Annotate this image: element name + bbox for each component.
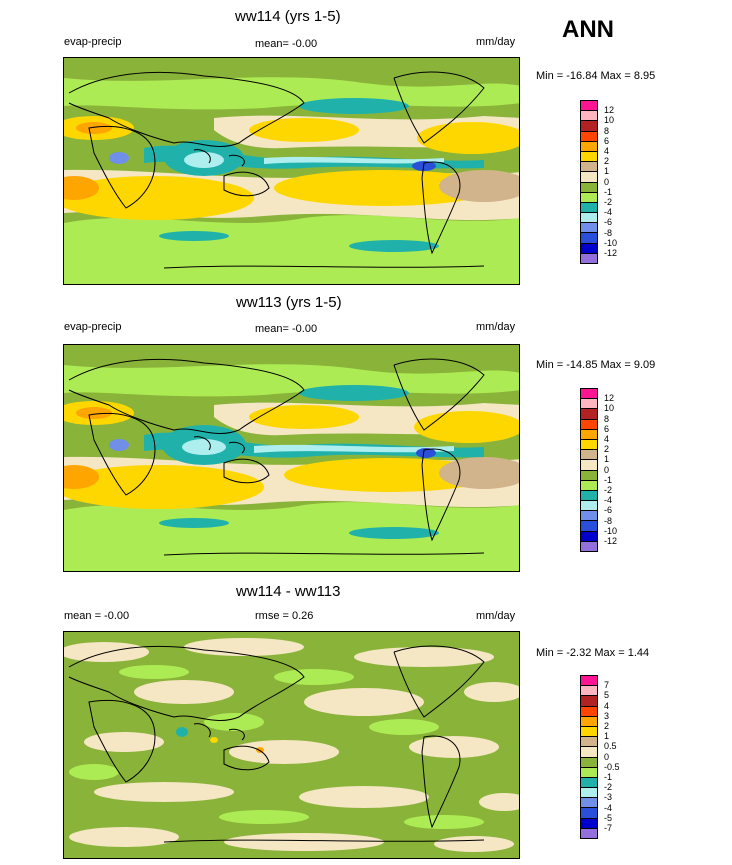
colorbar-tick-label: -4 <box>604 802 613 813</box>
colorbar-tick-label: -12 <box>604 248 618 258</box>
colorbar-tick-label: 12 <box>604 105 615 116</box>
colorbar-tick-label: 7 <box>604 680 610 691</box>
colorbar-tick-label: 5 <box>604 690 610 701</box>
colorbar-tick-label: 4 <box>604 146 610 156</box>
colorbar-tick-label: -8 <box>604 227 613 238</box>
colorbar-tick-label: 0 <box>604 751 610 762</box>
colorbar-tick-label: 6 <box>604 423 610 434</box>
colorbar-tick-label: -6 <box>604 505 613 516</box>
colorbar-tick-label: 12 <box>604 393 615 404</box>
colorbar-tick-label: -1 <box>604 186 613 197</box>
colorbar-tick-label: 10 <box>604 403 615 414</box>
panel-3-minmax: Min = -2.32 Max = 1.44 <box>536 647 650 659</box>
colorbar-tick-label: -1 <box>604 772 613 782</box>
panel-2-variable-label: evap-precip <box>64 321 122 333</box>
panel-1-title: ww114 (yrs 1-5) <box>235 8 341 25</box>
panel-2-mean-label: mean= -0.00 <box>255 323 318 335</box>
panel-1-mean-label: mean= -0.00 <box>255 38 318 50</box>
panel-3-colorbar: 7 5 4 3 2 1 0.5 0 -0.5 -1 -2 -3 -4 -5 -7 <box>580 675 620 839</box>
panel-1-colorbar: 12 10 8 6 4 2 1 0 -1 -2 -4 -6 -8 -10 -12 <box>580 100 617 264</box>
colorbar-tick-label: 0 <box>604 176 610 187</box>
panel-2-colorbar: 12 10 8 6 4 2 1 0 -1 -2 -4 -6 -8 -10 -12 <box>580 388 617 552</box>
colorbar-tick-label: 2 <box>604 444 610 455</box>
colorbar-tick-label: 1 <box>604 454 610 465</box>
colorbar-swatch <box>580 252 598 264</box>
colorbar-tick-label: 10 <box>604 115 615 126</box>
colorbar-tick-label: 3 <box>604 710 610 721</box>
colorbar-tick-label: 8 <box>604 125 610 136</box>
panel-1-map <box>63 57 520 285</box>
panel-3-map <box>63 631 520 859</box>
colorbar-tick-label: 2 <box>604 721 610 731</box>
colorbar-tick-label: -2 <box>604 197 613 207</box>
panel-1-variable-label: evap-precip <box>64 36 122 48</box>
panel-2-minmax: Min = -14.85 Max = 9.09 <box>536 359 656 371</box>
colorbar-tick-label: 4 <box>604 700 610 711</box>
colorbar-tick-label: 0.5 <box>604 741 617 752</box>
panel-2-units-label: mm/day <box>476 321 516 333</box>
colorbar-tick-label: -4 <box>604 495 613 506</box>
colorbar-swatch <box>580 827 598 839</box>
colorbar-tick-label: -5 <box>604 812 613 823</box>
season-label: ANN <box>562 16 614 43</box>
colorbar-tick-label: -10 <box>604 237 618 248</box>
colorbar-swatch <box>580 540 598 552</box>
colorbar-tick-label: -0.5 <box>604 761 620 772</box>
colorbar-tick-label: -4 <box>604 207 613 218</box>
colorbar-tick-label: -12 <box>604 536 618 546</box>
panel-2-map <box>63 344 520 572</box>
panel-1-units-label: mm/day <box>476 36 516 48</box>
colorbar-tick-label: -2 <box>604 485 613 495</box>
panel-2-title: ww113 (yrs 1-5) <box>236 294 342 311</box>
colorbar-tick-label: 2 <box>604 156 610 167</box>
colorbar-tick-label: 4 <box>604 434 610 444</box>
colorbar-tick-label: 0 <box>604 464 610 475</box>
colorbar-tick-label: 1 <box>604 731 610 742</box>
colorbar-tick-label: 6 <box>604 135 610 146</box>
colorbar-tick-label: -3 <box>604 792 613 803</box>
colorbar-tick-label: -6 <box>604 217 613 228</box>
colorbar-tick-label: 1 <box>604 166 610 177</box>
panel-3-units-label: mm/day <box>476 610 516 622</box>
colorbar-tick-label: -8 <box>604 515 613 526</box>
colorbar-tick-label: -7 <box>604 823 613 833</box>
panel-3-rmse-label: rmse = 0.26 <box>255 610 314 622</box>
colorbar-tick-label: -1 <box>604 474 613 485</box>
panel-1-minmax: Min = -16.84 Max = 8.95 <box>536 70 656 82</box>
colorbar-tick-label: -2 <box>604 782 613 793</box>
panel-3-title: ww114 - ww113 <box>236 583 341 600</box>
colorbar-tick-label: -10 <box>604 525 618 536</box>
colorbar-tick-label: 8 <box>604 413 610 424</box>
panel-3-mean-label: mean = -0.00 <box>64 610 130 622</box>
